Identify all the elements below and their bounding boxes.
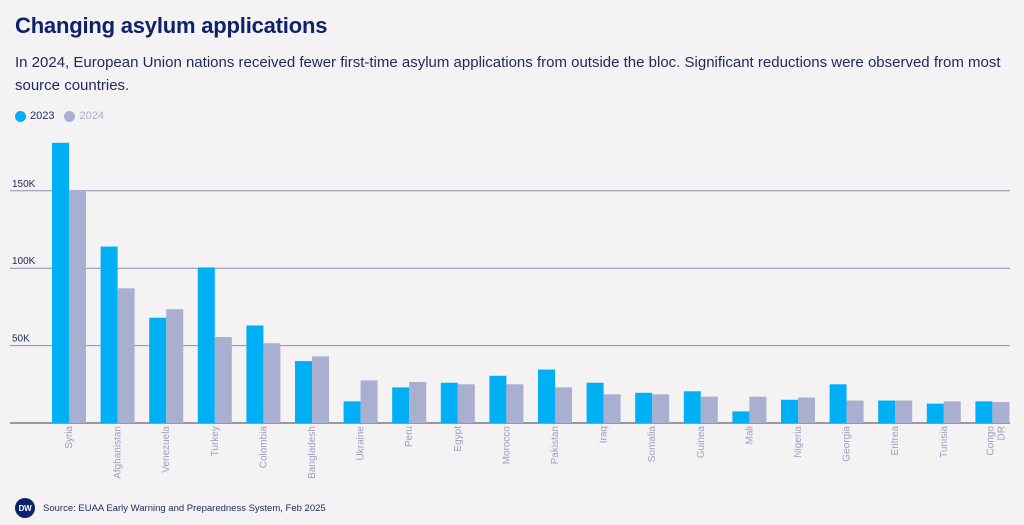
dw-logo: DW xyxy=(15,498,35,518)
bar-iraq-2023 xyxy=(586,382,604,423)
bar-peru-2023 xyxy=(392,387,410,423)
bar-syria-2024 xyxy=(69,190,86,423)
legend-item-2023[interactable]: 2023 xyxy=(15,110,54,122)
x-tick-label-guinea: Guinea xyxy=(696,426,707,459)
bar-nigeria-2024 xyxy=(798,397,815,423)
x-tick-label-egypt: Egypt xyxy=(453,426,464,452)
x-tick-label-colombia: Colombia xyxy=(258,426,269,469)
bar-venezuela-2024 xyxy=(166,309,184,423)
bar-tunisia-2023 xyxy=(926,403,944,423)
bar-eritrea-2024 xyxy=(895,400,913,423)
source-note: Source: EUAA Early Warning and Preparedn… xyxy=(43,502,326,514)
x-tick-label-morocco: Morocco xyxy=(501,426,512,465)
bar-morocco-2023 xyxy=(489,375,507,423)
bar-iraq-2024 xyxy=(603,394,621,423)
x-tick-label-iraq: Iraq xyxy=(599,426,610,443)
bar-bangladesh-2024 xyxy=(312,356,329,423)
y-tick-label-100k: 100K xyxy=(12,256,36,267)
x-tick-label-turkey: Turkey xyxy=(210,426,221,456)
bar-morocco-2024 xyxy=(506,384,524,423)
chart-footer: DW Source: EUAA Early Warning and Prepar… xyxy=(15,498,326,518)
bar-ukraine-2023 xyxy=(343,401,361,423)
bar-guinea-2023 xyxy=(683,391,701,423)
bar-eritrea-2023 xyxy=(878,400,896,423)
x-tick-label-venezuela: Venezuela xyxy=(161,426,172,473)
bar-egypt-2024 xyxy=(457,384,475,423)
legend-label-2023: 2023 xyxy=(30,110,55,122)
bar-mali-2023 xyxy=(732,411,750,423)
bar-georgia-2023 xyxy=(829,384,847,423)
bar-somalia-2023 xyxy=(635,392,653,423)
x-tick-label-congo-dr: CongoDR xyxy=(985,426,1007,456)
bar-venezuela-2023 xyxy=(149,317,167,423)
x-tick-label-georgia: Georgia xyxy=(842,426,853,462)
x-tick-label-nigeria: Nigeria xyxy=(793,426,804,458)
bar-chart: 50K 100K 150K Syria Afghanistan Venezuela Turk… xyxy=(10,142,1010,479)
bar-syria-2023 xyxy=(52,142,69,423)
bar-guinea-2024 xyxy=(700,396,718,423)
bar-georgia-2024 xyxy=(846,400,864,423)
x-tick-label-eritrea: Eritrea xyxy=(890,426,901,456)
bar-congo-dr-2023 xyxy=(975,401,993,423)
x-tick-label-mali: Mali xyxy=(744,426,755,444)
bar-tunisia-2024 xyxy=(943,401,961,423)
chart-title: Changing asylum applications xyxy=(15,13,328,38)
bar-bangladesh-2023 xyxy=(295,361,312,423)
bar-afghanistan-2023 xyxy=(100,246,118,423)
x-tick-label-bangladesh: Bangladesh xyxy=(307,426,318,479)
legend-swatch-2023 xyxy=(15,110,26,122)
bar-colombia-2023 xyxy=(246,325,264,423)
bar-pakistan-2023 xyxy=(538,369,555,423)
y-tick-label-50k: 50K xyxy=(12,334,30,345)
y-tick-label-150k: 150K xyxy=(12,179,36,190)
chart-legend: 2023 2024 xyxy=(15,110,114,122)
bar-congo-dr-2024 xyxy=(992,402,1010,423)
legend-item-2024[interactable]: 2024 xyxy=(64,110,104,122)
bar-turkey-2023 xyxy=(197,267,215,423)
bar-pakistan-2024 xyxy=(555,387,572,423)
x-tick-label-pakistan: Pakistan xyxy=(550,426,561,464)
chart-subtitle: In 2024, European Union nations received… xyxy=(15,54,1001,94)
x-tick-label-afghanistan: Afghanistan xyxy=(113,426,124,479)
bar-colombia-2024 xyxy=(263,343,281,423)
bar-egypt-2023 xyxy=(440,382,458,423)
bar-peru-2024 xyxy=(409,381,427,423)
x-tick-label-somalia: Somalia xyxy=(647,426,658,463)
bar-nigeria-2023 xyxy=(781,399,798,423)
legend-label-2024: 2024 xyxy=(79,110,104,122)
bar-afghanistan-2024 xyxy=(117,288,135,423)
x-tick-label-ukraine: Ukraine xyxy=(356,426,367,461)
bar-mali-2024 xyxy=(749,396,767,423)
x-tick-label-peru: Peru xyxy=(404,426,415,447)
bar-ukraine-2024 xyxy=(360,380,378,423)
bar-turkey-2024 xyxy=(214,337,232,423)
x-tick-label-syria: Syria xyxy=(64,426,75,449)
legend-swatch-2024 xyxy=(64,110,76,122)
x-tick-label-tunisia: Tunisia xyxy=(939,426,950,458)
bar-somalia-2024 xyxy=(652,394,670,423)
